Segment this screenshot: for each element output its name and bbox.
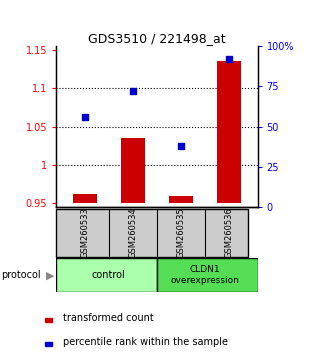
Bar	[45, 319, 52, 322]
Text: CLDN1
overexpression: CLDN1 overexpression	[170, 265, 239, 285]
Bar	[45, 342, 52, 346]
Text: protocol: protocol	[2, 270, 41, 280]
Point	[130, 88, 135, 94]
Bar	[217, 61, 241, 203]
Point	[82, 114, 87, 120]
Text: GSM260536: GSM260536	[224, 207, 233, 258]
Point	[226, 56, 231, 62]
Text: ▶: ▶	[46, 270, 55, 280]
Bar	[157, 258, 258, 292]
Bar	[169, 196, 193, 203]
Text: percentile rank within the sample: percentile rank within the sample	[63, 337, 228, 347]
Bar	[56, 258, 157, 292]
Text: control: control	[92, 270, 126, 280]
Text: GSM260534: GSM260534	[128, 207, 137, 258]
Text: transformed count: transformed count	[63, 313, 154, 323]
Text: GSM260533: GSM260533	[80, 207, 89, 258]
Title: GDS3510 / 221498_at: GDS3510 / 221498_at	[88, 32, 226, 45]
Bar	[121, 138, 145, 203]
Bar	[73, 194, 97, 203]
Point	[178, 143, 183, 149]
Text: GSM260535: GSM260535	[176, 207, 185, 258]
